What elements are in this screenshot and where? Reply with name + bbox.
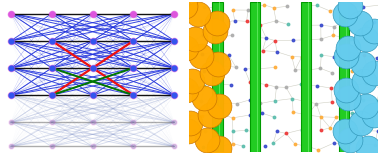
Point [345, 47, 351, 49]
Point [342, 130, 348, 132]
Point [361, 80, 367, 82]
Point [216, 105, 222, 107]
Point [185, 130, 191, 132]
Point [371, 30, 377, 32]
Point [347, 138, 353, 141]
Point [192, 38, 198, 41]
Point [195, 13, 201, 16]
Point [216, 147, 222, 149]
Point [363, 105, 369, 107]
Point [183, 88, 189, 91]
Point [209, 72, 215, 74]
Bar [301, 2, 311, 152]
Point [363, 38, 369, 41]
Bar [212, 2, 223, 152]
Point [207, 113, 213, 116]
Bar [250, 2, 260, 152]
Point [183, 47, 189, 49]
Point [189, 80, 195, 82]
Point [357, 22, 363, 24]
Point [212, 30, 218, 32]
Point [215, 63, 221, 66]
Point [187, 122, 193, 124]
Point [201, 97, 207, 99]
Point [371, 72, 377, 74]
Point [343, 55, 349, 57]
Point [198, 55, 204, 57]
Point [347, 5, 353, 7]
Point [371, 113, 377, 116]
Point [343, 88, 349, 91]
Point [214, 22, 220, 24]
Point [182, 5, 188, 7]
Bar [339, 2, 349, 152]
Point [342, 13, 348, 16]
Point [358, 122, 364, 124]
Point [360, 63, 366, 66]
Point [204, 138, 210, 141]
Point [365, 147, 371, 149]
Point [345, 97, 351, 99]
